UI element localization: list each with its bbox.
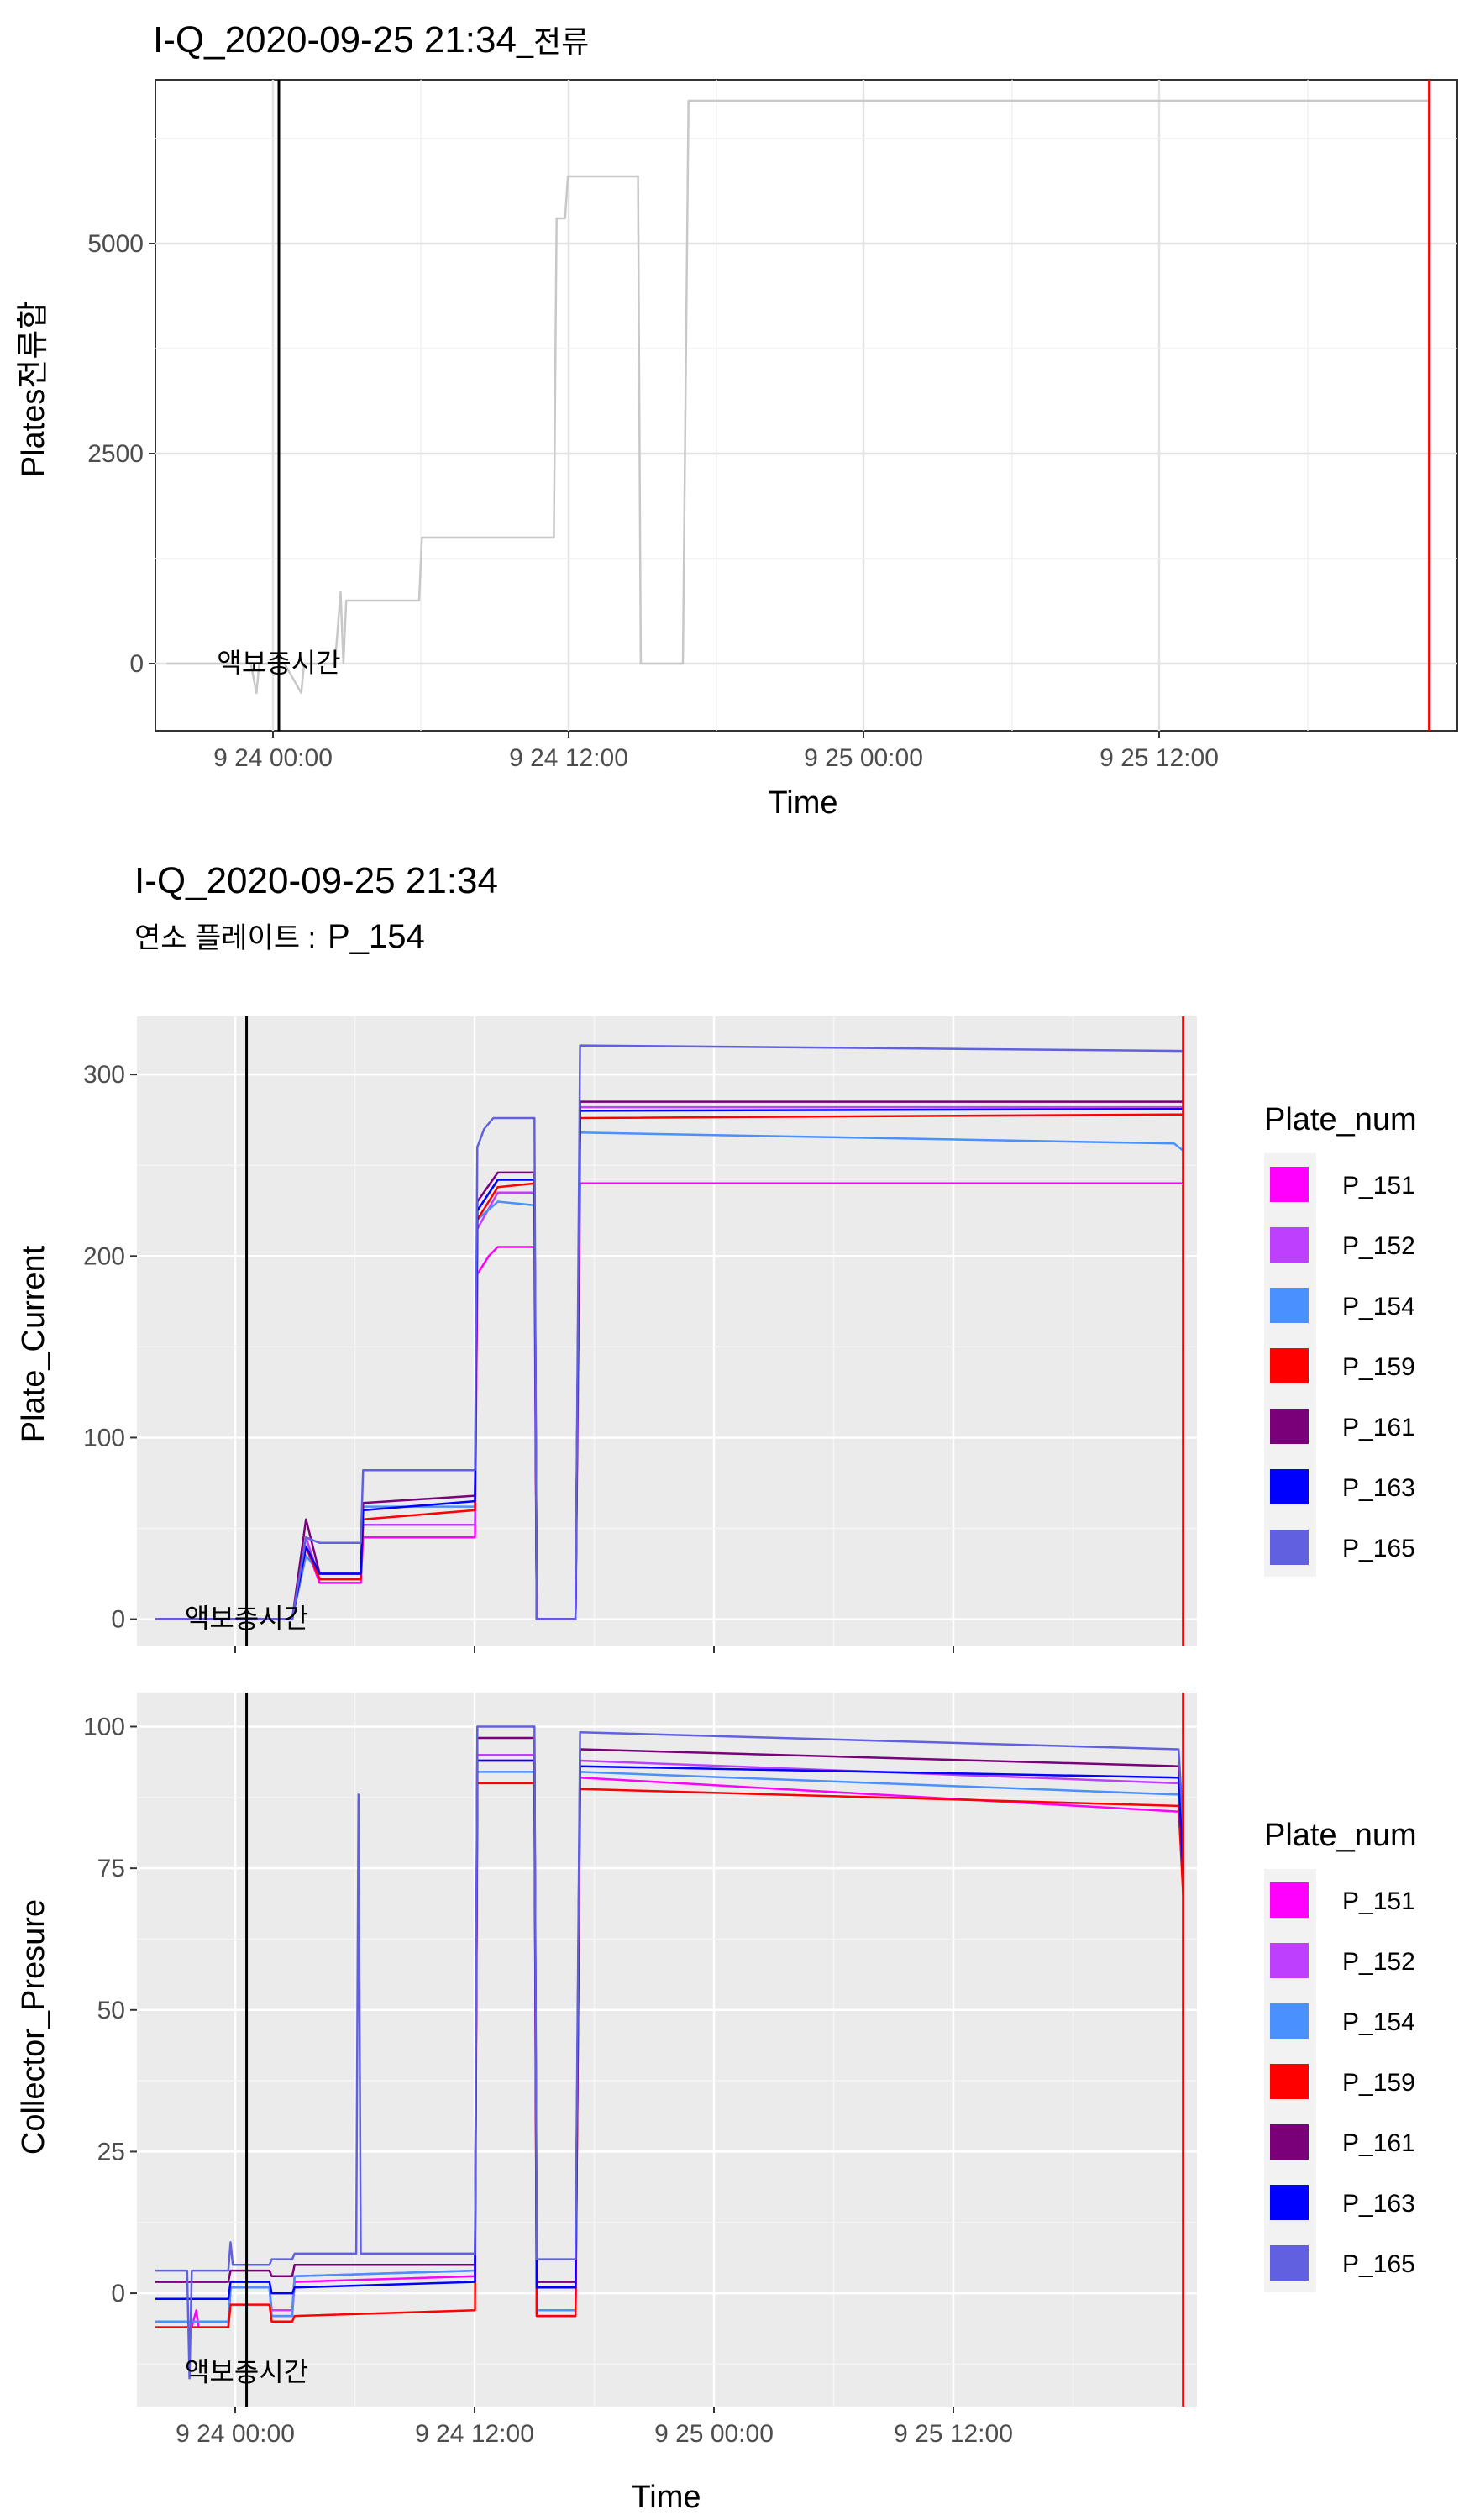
chart3-plot-area: 액보충시간 0 25 50 75 100 9 24 00:00 9 24 12:00 9 25 … (83, 1693, 1197, 2448)
series-line-p_165 (155, 1725, 1184, 2380)
chart1-y-axis-title: Plates전류합 (16, 301, 51, 478)
legend-label-p_154: P_154 (1342, 2008, 1415, 2036)
legend-title: Plate_num (1264, 1818, 1417, 1853)
y-tick-label: 100 (83, 1713, 125, 1740)
legend-label-p_152: P_152 (1342, 1948, 1415, 1976)
x-tick-label: 9 24 12:00 (415, 2420, 534, 2448)
legend-label-p_159: P_159 (1342, 2069, 1415, 2097)
y-tick-label: 5000 (87, 230, 144, 258)
y-tick-label: 2500 (87, 440, 144, 468)
legend-label-p_165: P_165 (1342, 2250, 1415, 2278)
y-tick-label: 50 (97, 1997, 125, 2024)
legend-label-p_161: P_161 (1342, 1414, 1415, 1441)
legend-label-p_154: P_154 (1342, 1293, 1415, 1320)
legend-swatch-p_152 (1270, 1943, 1309, 1978)
x-tick-label: 9 24 12:00 (509, 744, 628, 772)
x-tick-label: 9 25 00:00 (654, 2420, 774, 2448)
legend-swatch-p_165 (1270, 1530, 1309, 1565)
x-tick-label: 9 24 00:00 (176, 2420, 295, 2448)
legend-swatch-p_154 (1270, 2003, 1309, 2039)
legend-swatch-p_154 (1270, 1288, 1309, 1323)
y-tick-label: 25 (97, 2138, 125, 2166)
chart2-subtitle: 연소 플레이트 : P_154 (134, 918, 425, 955)
x-tick-label: 9 25 12:00 (894, 2420, 1013, 2448)
legend-swatch-p_165 (1270, 2245, 1309, 2281)
legend-swatch-p_163 (1270, 2185, 1309, 2220)
legend-label-p_152: P_152 (1342, 1232, 1415, 1260)
legend-swatch-p_161 (1270, 2124, 1309, 2160)
x-tick-label: 9 24 00:00 (213, 744, 333, 772)
legend-swatch-p_151 (1270, 1882, 1309, 1918)
y-tick-label: 0 (129, 650, 144, 678)
legend-label-p_165: P_165 (1342, 1535, 1415, 1562)
legend-label-p_151: P_151 (1342, 1887, 1415, 1915)
refill-time-annotation: 액보충시간 (185, 2357, 308, 2387)
legend-label-p_159: P_159 (1342, 1353, 1415, 1381)
legend-swatch-p_163 (1270, 1469, 1309, 1504)
legend-label-p_163: P_163 (1342, 2190, 1415, 2218)
legend-label-p_163: P_163 (1342, 1474, 1415, 1502)
y-tick-label: 300 (83, 1061, 125, 1089)
y-tick-label: 100 (83, 1424, 125, 1452)
refill-time-annotation: 액보충시간 (217, 648, 340, 678)
y-tick-label: 0 (111, 2280, 125, 2307)
legend-label-p_151: P_151 (1342, 1172, 1415, 1200)
chart3-panel-background (137, 1693, 1197, 2407)
chart3-legend: Plate_num P_151 P_152 P_154 P_159 P_161 P_163 P… (1264, 1818, 1417, 2292)
chart1-x-axis-title: Time (768, 785, 837, 821)
chart2-y-axis-title: Plate_Current (16, 1245, 51, 1442)
legend-label-p_161: P_161 (1342, 2129, 1415, 2157)
legend-swatch-p_159 (1270, 2064, 1309, 2099)
chart1-plot-area: 액보충시간 0 2500 5000 9 24 00:00 9 24 12:00 9 25 0… (87, 79, 1458, 772)
legend-swatch-p_159 (1270, 1348, 1309, 1383)
chart1-panel-background (155, 79, 1458, 732)
series-line-p_165 (155, 1044, 1183, 1620)
x-tick-label: 9 25 12:00 (1100, 744, 1219, 772)
chart2-plot-area: 액보충시간 0 100 200 300 (83, 1016, 1197, 1653)
legend-swatch-p_161 (1270, 1409, 1309, 1444)
legend-title: Plate_num (1264, 1102, 1417, 1137)
chart1-title: I-Q_2020-09-25 21:34_전류 (153, 19, 589, 60)
chart3-x-axis-title: Time (631, 2480, 701, 2515)
legend-swatch-p_151 (1270, 1167, 1309, 1202)
legend-swatch-p_152 (1270, 1227, 1309, 1263)
y-tick-label: 75 (97, 1855, 125, 1882)
chart2-legend: Plate_num P_151 P_152 P_154 P_159 P_161 P_163 P… (1264, 1102, 1417, 1577)
chart2-title: I-Q_2020-09-25 21:34 (134, 860, 498, 901)
x-tick-label: 9 25 00:00 (804, 744, 923, 772)
y-tick-label: 0 (111, 1606, 125, 1634)
y-tick-label: 200 (83, 1242, 125, 1270)
refill-time-annotation: 액보충시간 (185, 1604, 308, 1634)
chart3-y-axis-title: Collector_Presure (16, 1899, 51, 2155)
series-line-total-0 (166, 99, 1430, 695)
